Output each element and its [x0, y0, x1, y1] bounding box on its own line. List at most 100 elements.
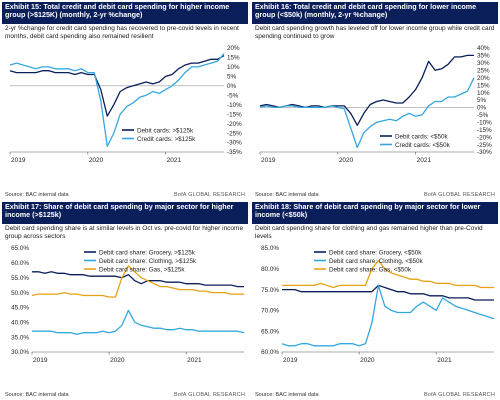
y-tick-label: 10% — [227, 64, 240, 71]
y-tick-label: -5% — [227, 92, 239, 99]
y-tick-label: 5% — [477, 97, 487, 104]
x-tick-label: 2020 — [339, 157, 354, 164]
y-tick-label: 45.0% — [11, 305, 29, 312]
y-tick-label: 30.0% — [11, 349, 29, 356]
brand-label: BofA GLOBAL RESEARCH — [423, 192, 495, 198]
brand-label: BofA GLOBAL RESEARCH — [173, 192, 245, 198]
exhibit-title: Exhibit 16: Total credit and debit card … — [255, 2, 477, 20]
y-tick-label: 20% — [227, 45, 240, 52]
series-line — [259, 54, 474, 126]
exhibit-18-panel: Exhibit 18: Share of debit card spending… — [252, 202, 498, 400]
brand-label: BofA GLOBAL RESEARCH — [173, 392, 245, 398]
legend-label: Debit card share: Clothing, <$50k — [329, 258, 423, 265]
legend-label: Debit cards: >$125k — [137, 127, 194, 134]
source-note: Source: BAC internal data — [255, 392, 319, 398]
y-tick-label: 5% — [227, 74, 237, 81]
series-line — [282, 284, 494, 301]
brand-label: BofA GLOBAL RESEARCH — [423, 392, 495, 398]
exhibit-16-panel: Exhibit 16: Total credit and debit card … — [252, 2, 498, 200]
y-tick-label: -30% — [477, 149, 492, 156]
y-tick-label: -10% — [227, 102, 242, 109]
x-tick-label: 2021 — [187, 357, 202, 364]
y-tick-label: 55.0% — [11, 275, 29, 282]
legend-label: Debit card share: Clothing, >$125k — [99, 258, 197, 265]
x-tick-label: 2020 — [110, 357, 125, 364]
y-tick-label: 40.0% — [11, 319, 29, 326]
y-tick-label: 35% — [477, 53, 490, 60]
exhibit-15-panel: Exhibit 15: Total credit and debit card … — [2, 2, 248, 200]
y-tick-label: -25% — [477, 142, 492, 149]
exhibit-title: Exhibit 17: Share of debit card spending… — [5, 202, 234, 220]
y-tick-label: -25% — [227, 130, 242, 137]
y-tick-label: -15% — [477, 127, 492, 134]
exhibit-17-panel: Exhibit 17: Share of debit card spending… — [2, 202, 248, 400]
y-tick-label: -15% — [227, 111, 242, 118]
exhibit-subtitle: Debit card spending share is at similar … — [5, 225, 244, 240]
series-line — [31, 265, 244, 298]
x-tick-label: 2021 — [417, 157, 432, 164]
x-tick-label: 2020 — [89, 157, 104, 164]
source-note: Source: BAC internal data — [255, 192, 319, 198]
y-tick-label: -5% — [477, 112, 489, 119]
y-tick-label: 60.0% — [261, 349, 279, 356]
y-tick-label: 15% — [477, 82, 490, 89]
source-note: Source: BAC internal data — [5, 192, 69, 198]
x-tick-label: 2019 — [11, 157, 26, 164]
y-tick-label: -20% — [477, 134, 492, 141]
y-tick-label: 20% — [477, 75, 490, 82]
x-tick-label: 2021 — [167, 157, 182, 164]
y-tick-label: 65.0% — [261, 328, 279, 335]
y-tick-label: -20% — [227, 121, 242, 128]
series-line — [9, 53, 225, 147]
y-tick-label: 25% — [477, 67, 490, 74]
y-tick-label: 60.0% — [11, 260, 29, 267]
header-bar — [252, 2, 498, 24]
y-tick-label: 35.0% — [11, 334, 29, 341]
y-tick-label: 30% — [477, 60, 490, 67]
exhibit-subtitle: Debit card spending share for clothing a… — [255, 225, 483, 240]
exhibit-subtitle: 2-yr %change for credit card spending ha… — [5, 25, 239, 40]
header-bar — [2, 202, 248, 224]
exhibit-title: Exhibit 18: Share of debit card spending… — [255, 202, 481, 220]
series-line — [282, 259, 494, 289]
y-tick-label: 70.0% — [261, 308, 279, 315]
exhibit-title: Exhibit 15: Total credit and debit card … — [5, 2, 230, 20]
y-tick-label: 0% — [477, 105, 487, 112]
y-tick-label: -10% — [477, 119, 492, 126]
exhibit-15-chart: 20% 15% 10% 5% 0% -5% -10% -15% -20% -25% -30% -35%… — [9, 45, 242, 164]
y-tick-label: -30% — [227, 140, 242, 147]
legend-label: Debit cards: <$50k — [395, 133, 449, 140]
series-line — [32, 309, 245, 335]
x-tick-label: 2019 — [283, 357, 298, 364]
series-line — [9, 55, 225, 117]
legend-label: Debit card share: Gas, <$50k — [329, 266, 412, 273]
exhibit-16-chart: 40%35%30%25%20%15%10%5%0%-5%-10%-15%-20%… — [259, 45, 492, 164]
exhibit-subtitle: Debit card spending growth has leveled o… — [255, 25, 495, 40]
y-tick-label: -35% — [227, 149, 242, 156]
y-tick-label: 85.0% — [261, 245, 279, 252]
y-tick-label: 40% — [477, 45, 490, 52]
series-line — [281, 284, 495, 347]
y-tick-label: 75.0% — [261, 287, 279, 294]
y-tick-label: 65.0% — [11, 245, 29, 252]
series-line — [259, 77, 475, 149]
x-tick-label: 2019 — [261, 157, 276, 164]
legend-label: Credit cards: >$125k — [137, 136, 196, 143]
source-note: Source: BAC internal data — [5, 392, 69, 398]
legend-label: Debit card share: Gas, >$125k — [99, 266, 185, 273]
header-bar — [2, 2, 248, 24]
x-tick-label: 2019 — [33, 357, 48, 364]
legend-label: Debit card share: Grocery, <$50k — [329, 249, 422, 256]
y-tick-label: 80.0% — [261, 266, 279, 273]
x-tick-label: 2021 — [437, 357, 452, 364]
y-tick-label: 50.0% — [11, 290, 29, 297]
series-line — [32, 271, 244, 288]
legend-label: Debit card share: Grocery, >$125k — [99, 249, 196, 256]
header-bar — [252, 202, 498, 224]
exhibit-17-chart: 65.0% 60.0% 55.0% 50.0% 45.0% 40.0% 35.0% 30.0%… — [11, 245, 245, 364]
legend-label: Credit cards: <$50k — [395, 142, 451, 149]
x-tick-label: 2020 — [360, 357, 375, 364]
y-tick-label: 0% — [227, 83, 237, 90]
y-tick-label: 15% — [227, 55, 240, 62]
y-tick-label: 10% — [477, 90, 490, 97]
